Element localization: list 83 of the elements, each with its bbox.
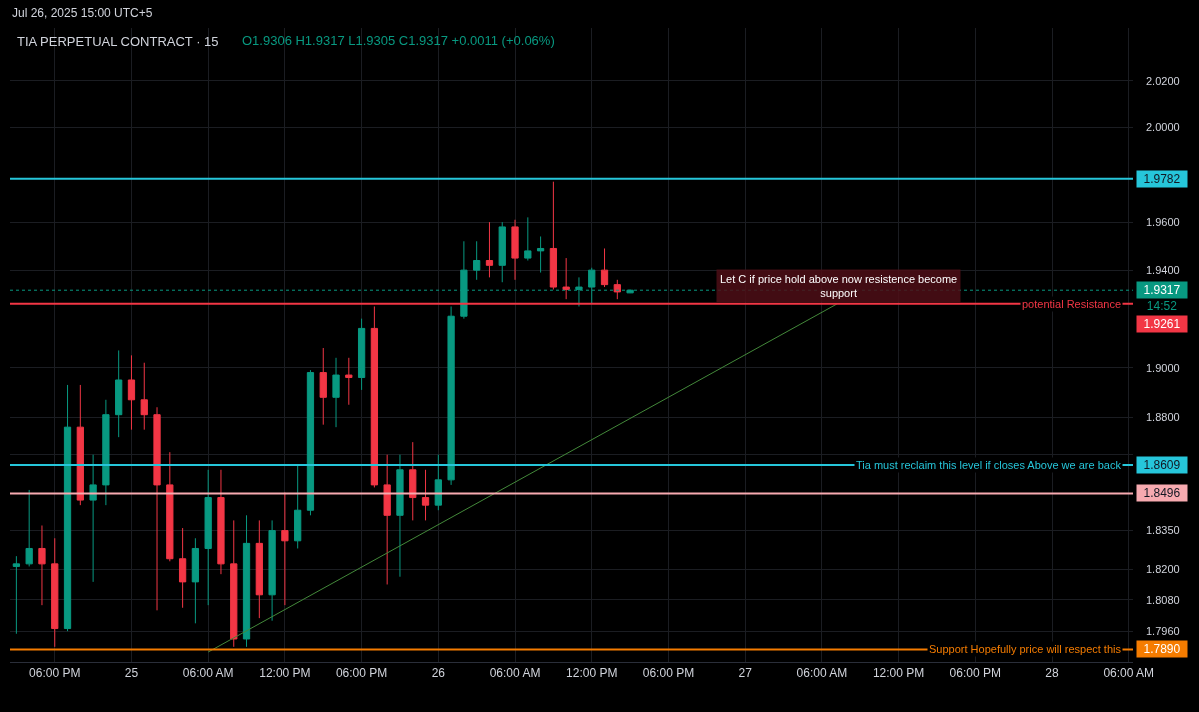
annotation: potential Resistance: [1022, 298, 1122, 310]
x-tick-label: 06:00 PM: [642, 666, 695, 681]
candlestick: [166, 451, 174, 562]
x-tick-label: 06:00 AM: [489, 666, 541, 681]
candlestick: [51, 537, 59, 648]
candlestick: [89, 454, 97, 583]
candlestick: [63, 384, 72, 632]
candlestick: [76, 384, 84, 506]
candlestick: [434, 454, 442, 511]
x-tick-label: 12:00 PM: [872, 666, 925, 681]
candlestick: [12, 555, 21, 635]
candlestick: [396, 454, 404, 578]
candlestick: [281, 491, 289, 606]
ref-line-label: 1.9261: [1143, 317, 1181, 331]
candlestick: [319, 347, 327, 426]
candlestick: [102, 399, 110, 506]
candlestick: [230, 519, 238, 648]
x-tick-label: 12:00 PM: [259, 666, 311, 681]
candlestick: [549, 181, 558, 290]
annotation: Let C if price hold above now resistence become support: [720, 273, 958, 300]
ref-line-label: 1.8609: [1143, 458, 1181, 472]
x-tick-label: 25: [124, 666, 139, 681]
candlestick: [25, 489, 33, 567]
candlestick: [38, 524, 46, 606]
candlestick: [306, 369, 315, 516]
y-tick-label: 2.0000: [1146, 121, 1180, 134]
candlestick: [127, 354, 136, 431]
y-tick-label: 1.9400: [1146, 263, 1180, 276]
text: TIA PERPETUAL CONTRACT · 15: [17, 33, 219, 49]
text: Jul 26, 2025 15:00 UTC+5: [12, 6, 153, 20]
x-tick-label: 28: [1045, 666, 1060, 681]
candlestick: [357, 318, 366, 391]
candlestick: [409, 441, 417, 521]
x-tick-label: 26: [431, 666, 446, 681]
candlestick: [383, 454, 391, 585]
candlestick: [485, 221, 494, 278]
candlestick: [204, 469, 212, 606]
ref-line-label: 1.8496: [1143, 486, 1181, 500]
annotation: Tia must reclaim this level if closes Above we are back: [856, 459, 1122, 471]
ref-line-label: 1.9317: [1143, 283, 1181, 297]
candlestick: [613, 279, 621, 300]
candlestick: [268, 519, 276, 622]
x-tick-label: 06:00 AM: [796, 666, 848, 681]
candlestick: [511, 219, 519, 281]
candlestick: [255, 519, 263, 619]
candlestick: [421, 469, 430, 521]
candlestick: [140, 362, 148, 431]
candlestick: [473, 240, 481, 281]
candlestick: [242, 514, 251, 648]
annotation: Support Hopefully price will respect this: [929, 643, 1122, 655]
y-tick-label: 1.7960: [1146, 625, 1180, 637]
x-tick-label: 06:00 PM: [335, 666, 388, 681]
x-tick-label: 06:00 AM: [182, 666, 234, 681]
candlestick: [115, 349, 123, 438]
text: 14:52: [1146, 298, 1178, 313]
candlestick: [447, 305, 455, 486]
x-tick-label: 06:00 PM: [29, 666, 81, 681]
candlestick: [332, 357, 340, 428]
candlestick: [524, 216, 532, 261]
candlestick: [153, 406, 161, 611]
candlestick: [217, 469, 225, 575]
y-tick-label: 1.8800: [1146, 411, 1180, 424]
y-tick-label: 1.9000: [1146, 361, 1180, 374]
candlestick: [536, 235, 545, 274]
candlestick: [294, 464, 302, 549]
y-tick-label: 1.8080: [1146, 593, 1180, 606]
y-tick-label: 1.8350: [1146, 524, 1180, 537]
y-tick-label: 1.9600: [1146, 215, 1180, 228]
x-tick-label: 27: [738, 666, 753, 681]
x-tick-label: 06:00 AM: [1103, 666, 1155, 681]
x-tick-label: 12:00 PM: [566, 666, 618, 681]
candlestick: [178, 527, 187, 609]
ref-line-label: 1.7890: [1143, 642, 1181, 656]
candlestick: [345, 357, 353, 406]
candlestick: [600, 247, 609, 288]
x-tick-label: 06:00 PM: [949, 666, 1001, 681]
y-tick-label: 2.0200: [1146, 74, 1180, 87]
candlestick: [191, 537, 200, 624]
candlestick: [498, 221, 506, 283]
chart-subtitle: O1.9306 H1.9317 L1.9305 C1.9317 +0.0011 (+0.06%): [242, 33, 555, 48]
y-tick-label: 1.8200: [1146, 562, 1180, 575]
ref-line-label: 1.9782: [1143, 172, 1181, 186]
candlestick: [562, 257, 570, 300]
